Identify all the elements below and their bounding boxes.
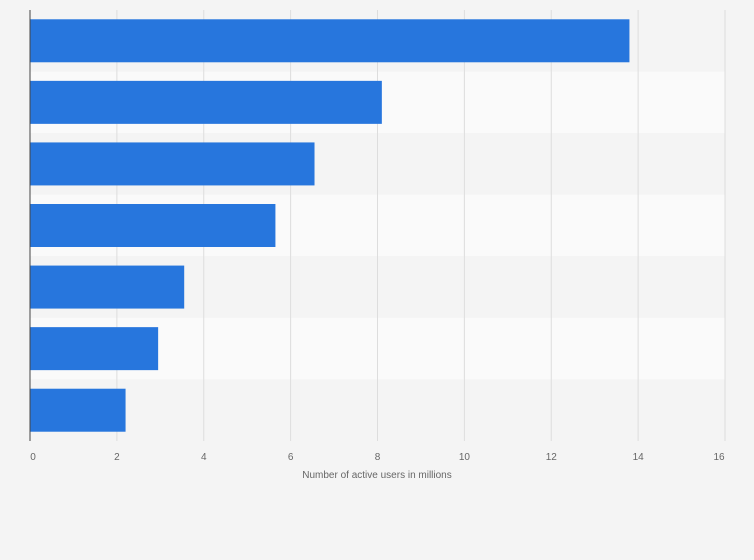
x-tick-label: 4	[201, 452, 207, 463]
bar[interactable]	[30, 80, 382, 124]
x-axis-title: Number of active users in millions	[302, 470, 452, 481]
x-tick-label: 2	[114, 452, 120, 463]
bar[interactable]	[30, 327, 159, 371]
bar[interactable]	[30, 142, 315, 186]
bar[interactable]	[30, 204, 276, 247]
x-tick-label: 14	[633, 452, 645, 463]
x-tick-label: 10	[459, 452, 471, 463]
x-tick-label: 16	[713, 452, 725, 463]
x-tick-label: 8	[375, 452, 381, 463]
x-tick-label: 0	[30, 452, 36, 463]
x-tick-label: 12	[546, 452, 558, 463]
bar[interactable]	[30, 265, 185, 309]
bar-series	[30, 19, 630, 432]
x-tick-label: 6	[288, 452, 294, 463]
bar[interactable]	[30, 19, 630, 63]
bar[interactable]	[30, 388, 126, 432]
x-tick-labels: 0 2 4 6 8 10 12 14 16	[30, 452, 725, 463]
